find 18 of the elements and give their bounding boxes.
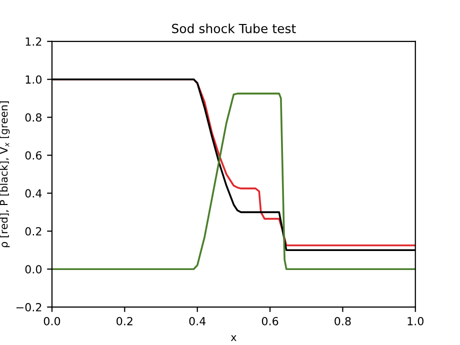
y-tick-label: 0.0	[25, 265, 42, 274]
x-tick-label: 0.0	[44, 316, 60, 326]
y-tick-label: 0.4	[25, 189, 42, 198]
y-tick-label: 0.8	[25, 113, 42, 122]
line-series	[52, 92, 416, 270]
y-tick-label: 1.2	[26, 37, 42, 46]
x-tick-label: 0.8	[334, 316, 351, 326]
y-tick-label: 0.6	[25, 151, 42, 160]
x-tick-label: 0.2	[116, 316, 132, 326]
chart-title: Sod shock Tube test	[172, 24, 296, 34]
y-tick-label: 0.2	[25, 227, 42, 236]
y-tick-label: −0.2	[16, 303, 42, 312]
x-tick-label: 1.0	[408, 316, 424, 326]
x-tick-label: 0.6	[262, 316, 278, 326]
y-tick-label: 1.0	[26, 75, 42, 84]
x-axis-title: x	[230, 335, 236, 341]
x-tick-label: 0.4	[189, 316, 206, 326]
y-axis-title: ρ [red], P [black], V$_{x}$ [green]	[0, 101, 10, 248]
